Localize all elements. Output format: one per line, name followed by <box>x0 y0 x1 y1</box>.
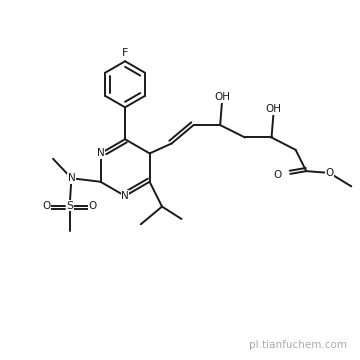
Text: N: N <box>121 191 129 201</box>
Text: O: O <box>273 170 282 180</box>
Text: pl.tianfuchem.com: pl.tianfuchem.com <box>249 340 347 350</box>
Text: O: O <box>89 201 97 211</box>
Text: N: N <box>68 173 75 183</box>
Text: OH: OH <box>265 104 281 114</box>
Text: N: N <box>96 148 104 158</box>
Text: OH: OH <box>214 92 230 102</box>
Text: O: O <box>325 168 333 178</box>
Text: O: O <box>42 201 51 211</box>
Text: S: S <box>66 201 73 211</box>
Text: F: F <box>122 49 128 58</box>
